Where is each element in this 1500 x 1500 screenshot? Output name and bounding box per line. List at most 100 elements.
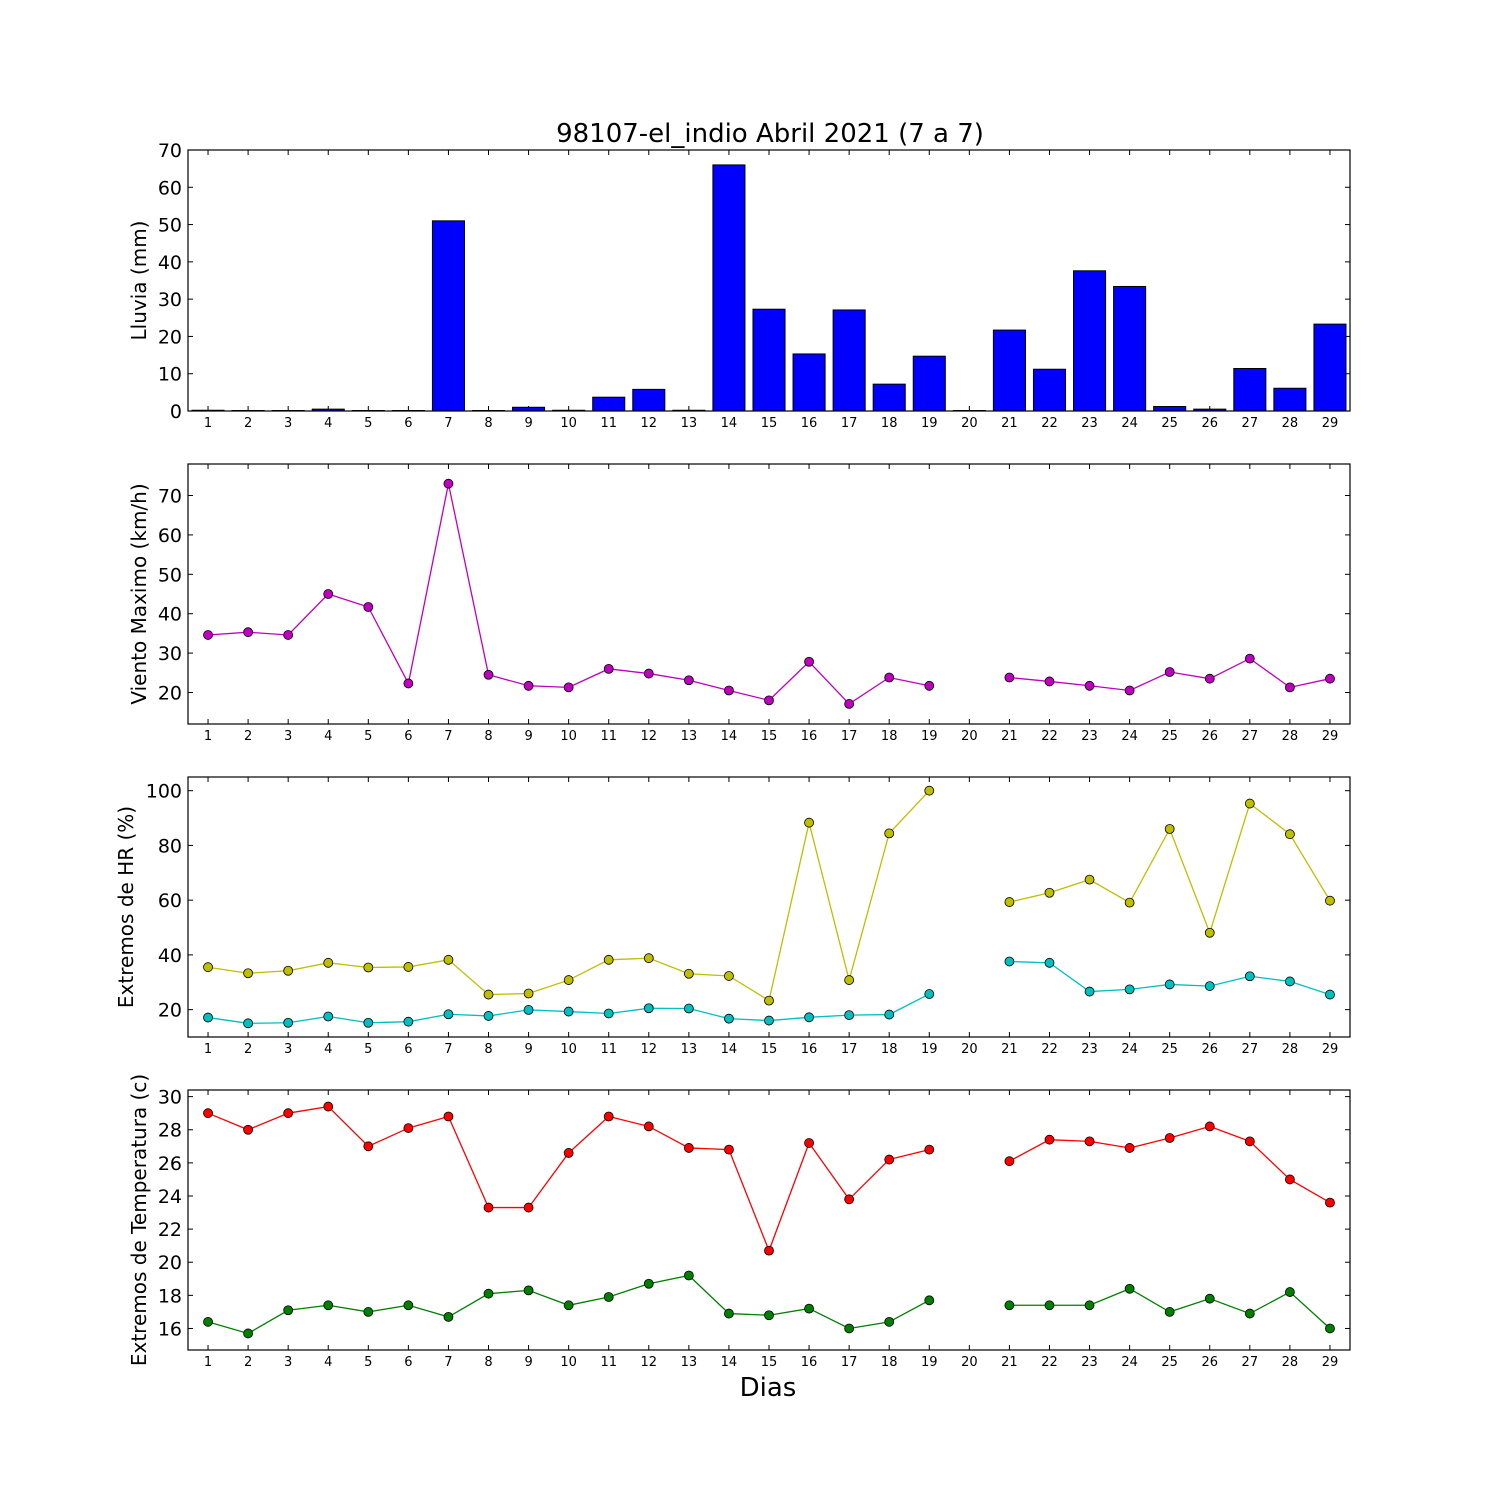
- bar-day-25: [1153, 406, 1187, 412]
- point-day-2: [243, 968, 254, 979]
- point-day-1: [203, 962, 213, 973]
- point-day-24: [1124, 1283, 1135, 1294]
- point-day-14: [724, 685, 734, 696]
- axes-frame: [187, 149, 1351, 412]
- x-tick-label: 13: [681, 1355, 698, 1370]
- point-day-24: [1124, 685, 1135, 696]
- point-day-2: [243, 1018, 254, 1029]
- point-day-15: [764, 1245, 774, 1256]
- point-day-10: [563, 1300, 574, 1311]
- x-tick-label: 29: [1322, 416, 1339, 431]
- point-day-13: [683, 1270, 694, 1281]
- x-tick-label: 4: [324, 1355, 332, 1370]
- point-day-26: [1204, 927, 1215, 938]
- bar-day-15: [752, 308, 786, 412]
- x-tick-label: 24: [1121, 1042, 1138, 1057]
- point-day-9: [523, 988, 534, 999]
- point-day-11: [603, 663, 614, 674]
- point-day-23: [1084, 680, 1095, 691]
- bar-day-24: [1113, 285, 1147, 412]
- point-day-23: [1084, 986, 1095, 997]
- point-day-23: [1084, 874, 1095, 885]
- y-tick-label: 30: [158, 643, 182, 665]
- x-tick-label: 27: [1242, 729, 1259, 744]
- point-day-1: [203, 1108, 213, 1119]
- y-tick-label: 60: [158, 177, 182, 199]
- x-tick-label: 11: [600, 1355, 617, 1370]
- point-day-8: [483, 1202, 494, 1213]
- y-tick-label: 20: [158, 326, 182, 348]
- x-tick-label: 3: [284, 1042, 292, 1057]
- point-day-2: [243, 1124, 254, 1135]
- point-day-4: [323, 957, 334, 968]
- x-tick-label: 4: [324, 729, 332, 744]
- x-tick-label: 28: [1282, 416, 1299, 431]
- x-tick-label: 23: [1081, 416, 1098, 431]
- point-day-25: [1164, 979, 1175, 990]
- x-tick-label: 4: [324, 1042, 332, 1057]
- bar-day-18: [872, 383, 906, 412]
- series-viento: [203, 478, 1335, 709]
- x-tick-label: 18: [881, 1042, 898, 1057]
- x-tick-label: 25: [1161, 729, 1178, 744]
- x-tick-label: 17: [841, 1042, 858, 1057]
- figure-title: 98107-el_indio Abril 2021 (7 a 7): [556, 119, 984, 149]
- x-tick-label: 15: [761, 729, 778, 744]
- point-day-12: [643, 668, 654, 679]
- x-tick-label: 29: [1322, 1042, 1339, 1057]
- point-day-8: [483, 989, 494, 1000]
- x-tick-label: 22: [1041, 729, 1058, 744]
- point-day-22: [1044, 1300, 1055, 1311]
- point-day-7: [443, 1111, 454, 1122]
- x-tick-label: 6: [404, 1355, 412, 1370]
- point-day-28: [1284, 829, 1295, 840]
- x-tick-label: 27: [1242, 1042, 1259, 1057]
- point-day-7: [443, 1009, 454, 1020]
- x-tick-label: 2: [244, 729, 252, 744]
- y-tick-label: 70: [158, 486, 182, 508]
- point-day-10: [563, 1148, 574, 1158]
- x-axis-label: Dias: [740, 1373, 797, 1403]
- y-tick-label: 20: [158, 1000, 182, 1022]
- bar-day-29: [1313, 323, 1347, 412]
- point-day-21: [1004, 897, 1015, 907]
- series-temp-max: [203, 1101, 1335, 1256]
- point-day-9: [523, 1005, 534, 1015]
- y-tick-label: 40: [158, 252, 182, 274]
- point-day-13: [683, 675, 694, 686]
- y-axis-label: Viento Maximo (km/h): [127, 483, 151, 704]
- point-day-13: [683, 1143, 694, 1153]
- bar-day-19: [912, 355, 946, 412]
- x-tick-label: 17: [841, 729, 858, 744]
- x-tick-label: 3: [284, 729, 292, 744]
- x-tick-label: 20: [961, 729, 978, 744]
- bar-day-16: [792, 353, 826, 412]
- x-tick-label: 7: [444, 1355, 452, 1370]
- x-tick-label: 21: [1001, 1042, 1018, 1057]
- x-tick-label: 26: [1201, 416, 1218, 431]
- x-tick-label: 3: [284, 416, 292, 431]
- point-day-17: [844, 1323, 855, 1334]
- point-day-29: [1325, 989, 1335, 1000]
- x-tick-label: 19: [921, 1042, 938, 1057]
- y-tick-label: 24: [158, 1186, 182, 1208]
- point-day-15: [764, 695, 774, 706]
- y-tick-label: 10: [158, 364, 182, 386]
- x-tick-label: 21: [1001, 1355, 1018, 1370]
- x-tick-label: 5: [364, 729, 372, 744]
- point-day-18: [884, 672, 895, 683]
- x-tick-label: 29: [1322, 1355, 1339, 1370]
- point-day-18: [884, 828, 895, 839]
- x-tick-label: 16: [801, 1042, 818, 1057]
- x-tick-label: 24: [1121, 416, 1138, 431]
- point-day-22: [1044, 957, 1055, 968]
- x-tick-label: 15: [761, 416, 778, 431]
- x-tick-label: 1: [204, 1042, 212, 1057]
- y-axis-label: Extremos de HR (%): [114, 806, 138, 1008]
- point-day-15: [764, 1310, 774, 1321]
- axes-frame: [187, 776, 1351, 1038]
- x-tick-label: 3: [284, 1355, 292, 1370]
- x-tick-label: 4: [324, 416, 332, 431]
- y-tick-label: 50: [158, 215, 182, 237]
- point-day-4: [323, 1011, 334, 1022]
